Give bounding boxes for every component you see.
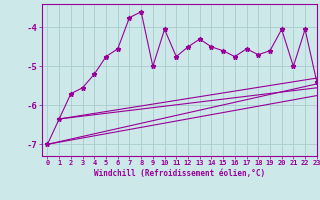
X-axis label: Windchill (Refroidissement éolien,°C): Windchill (Refroidissement éolien,°C) xyxy=(94,169,265,178)
